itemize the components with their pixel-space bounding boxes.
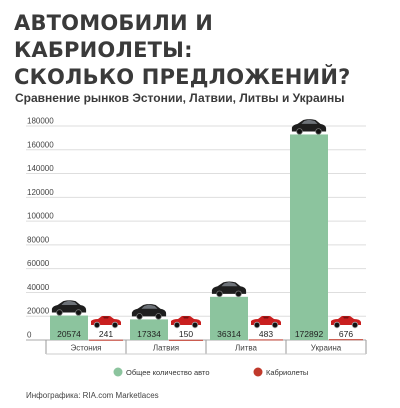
car-window xyxy=(141,304,158,309)
car-window xyxy=(61,300,78,305)
convertible-wheel xyxy=(333,321,341,329)
y-tick-label: 140000 xyxy=(27,164,54,173)
convertible-wheel xyxy=(253,321,261,329)
bar-convertible xyxy=(329,339,363,341)
y-tick-label: 0 xyxy=(27,331,32,340)
x-category-label: Латвия xyxy=(153,344,179,353)
bar-value-total: 36314 xyxy=(217,329,241,339)
bar-value-total: 172892 xyxy=(295,329,324,339)
bar-total xyxy=(50,315,88,340)
convertible-seat xyxy=(103,316,109,319)
bar-value-convertible: 150 xyxy=(179,329,193,339)
credit-text: Инфографика: RIA.com Marketlaces xyxy=(26,391,159,400)
convertible-wheel xyxy=(173,321,181,329)
black-sedan-icon xyxy=(291,119,327,135)
legend-swatch-total xyxy=(113,367,123,377)
convertible-wheel xyxy=(351,321,359,329)
y-tick-label: 80000 xyxy=(27,235,50,244)
car-wheel xyxy=(56,309,63,316)
bar-convertible xyxy=(169,339,203,341)
car-body xyxy=(291,119,327,132)
bar-convertible xyxy=(249,339,283,341)
convertible-wheel xyxy=(271,321,279,329)
car-body xyxy=(51,300,87,313)
bar-convertible xyxy=(89,339,123,341)
car-wheel xyxy=(296,128,303,135)
bar-total xyxy=(290,134,328,340)
black-sedan-icon xyxy=(131,304,167,320)
bar-value-total: 20574 xyxy=(57,329,81,339)
chart-subtitle: Сравнение рынков Эстонии, Латвии, Литвы … xyxy=(15,91,345,105)
bar-value-total: 17334 xyxy=(137,329,161,339)
black-sedan-icon xyxy=(211,281,247,298)
y-tick-label: 40000 xyxy=(27,283,50,292)
page-title: АВТОМОБИЛИ И КАБРИОЛЕТЫ: СКОЛЬКО ПРЕДЛОЖ… xyxy=(14,10,394,91)
car-window xyxy=(221,281,238,287)
bar-total xyxy=(130,319,168,340)
y-tick-label: 180000 xyxy=(27,117,54,126)
convertible-seat xyxy=(343,316,349,319)
legend-label: Кабриолеты xyxy=(266,368,308,377)
y-tick-label: 60000 xyxy=(27,259,50,268)
car-wheel xyxy=(136,313,143,320)
car-wheel xyxy=(155,313,162,320)
red-convertible-icon xyxy=(331,316,361,329)
red-convertible-icon xyxy=(251,316,281,329)
car-window xyxy=(301,119,318,124)
bar-total xyxy=(210,296,248,340)
car-wheel xyxy=(315,128,322,135)
convertible-wheel xyxy=(93,321,101,329)
convertible-wheel xyxy=(191,321,199,329)
title-line-2: СКОЛЬКО ПРЕДЛОЖЕНИЙ? xyxy=(14,65,351,89)
red-convertible-icon xyxy=(91,316,121,329)
red-convertible-icon xyxy=(171,316,201,329)
x-category-label: Литва xyxy=(235,344,258,353)
x-category-label: Эстония xyxy=(71,344,102,353)
title-line-1: АВТОМОБИЛИ И КАБРИОЛЕТЫ: xyxy=(14,11,214,62)
black-sedan-icon xyxy=(51,300,87,316)
convertible-wheel xyxy=(111,321,119,329)
x-category-label: Украина xyxy=(311,344,342,353)
car-wheel xyxy=(75,309,82,316)
legend-label: Общее количество авто xyxy=(126,368,210,377)
car-body xyxy=(131,304,167,317)
convertible-seat xyxy=(263,316,269,319)
car-wheel xyxy=(216,290,223,298)
bar-value-convertible: 241 xyxy=(99,329,113,339)
car-body xyxy=(211,281,247,294)
bar-value-convertible: 483 xyxy=(259,329,273,339)
y-tick-label: 100000 xyxy=(27,212,54,221)
y-tick-label: 120000 xyxy=(27,188,54,197)
y-tick-label: 20000 xyxy=(27,307,50,316)
car-wheel xyxy=(235,290,242,298)
bar-value-convertible: 676 xyxy=(339,329,353,339)
legend-swatch-convertible xyxy=(253,367,263,377)
y-tick-label: 160000 xyxy=(27,140,54,149)
convertible-seat xyxy=(183,316,189,319)
